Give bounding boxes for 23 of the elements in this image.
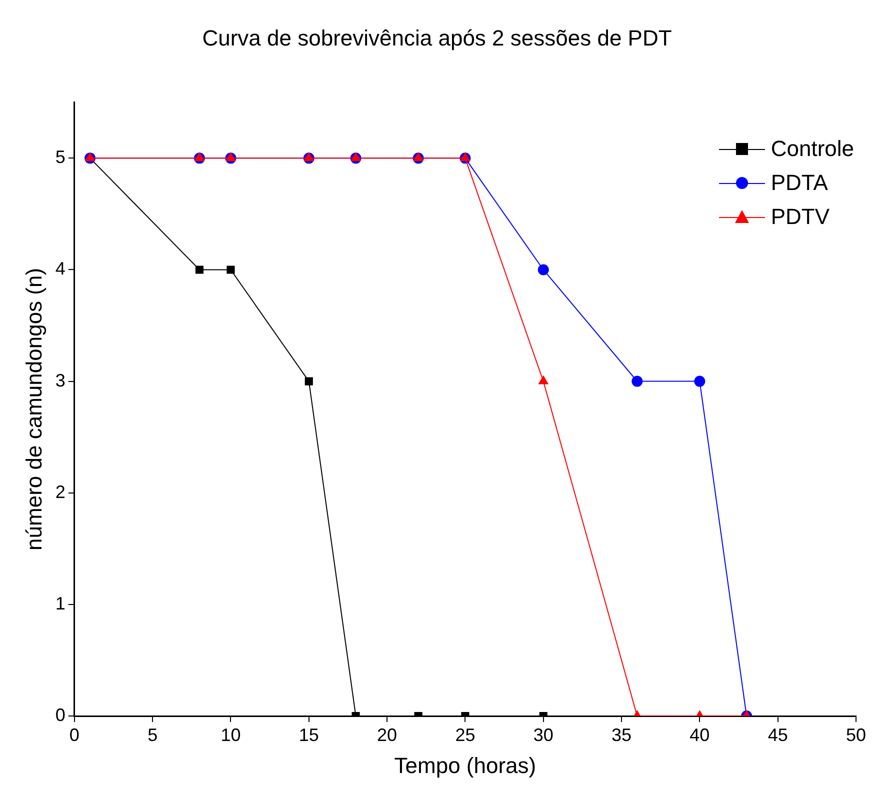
- y-tick-label: 5: [55, 147, 66, 168]
- x-tick-label: 20: [377, 724, 398, 745]
- y-tick-label: 1: [55, 593, 66, 614]
- x-tick-label: 0: [69, 724, 80, 745]
- x-tick-label: 35: [612, 724, 632, 745]
- y-tick-label: 4: [55, 258, 66, 279]
- y-tick-label: 0: [55, 704, 66, 725]
- y-axis-title: número de camundongos (n): [21, 268, 46, 550]
- legend-label: PDTV: [770, 204, 830, 230]
- legend-label: PDTA: [770, 170, 828, 196]
- x-tick-label: 25: [455, 724, 476, 745]
- y-tick-label: 2: [55, 482, 66, 502]
- y-tick-label: 3: [55, 370, 66, 390]
- x-tick-label: 40: [690, 724, 710, 745]
- x-tick-label: 50: [846, 724, 866, 745]
- x-tick-label: 10: [220, 724, 241, 745]
- x-tick-label: 30: [533, 724, 554, 745]
- legend-label: Controle: [770, 136, 854, 162]
- x-tick-label: 5: [148, 724, 158, 745]
- x-axis-title: Tempo (horas): [394, 752, 536, 778]
- x-tick-label: 15: [298, 724, 319, 745]
- chart-title: Curva de sobrevivência após 2 sessões de PDT: [202, 25, 672, 50]
- x-tick-label: 45: [768, 724, 788, 745]
